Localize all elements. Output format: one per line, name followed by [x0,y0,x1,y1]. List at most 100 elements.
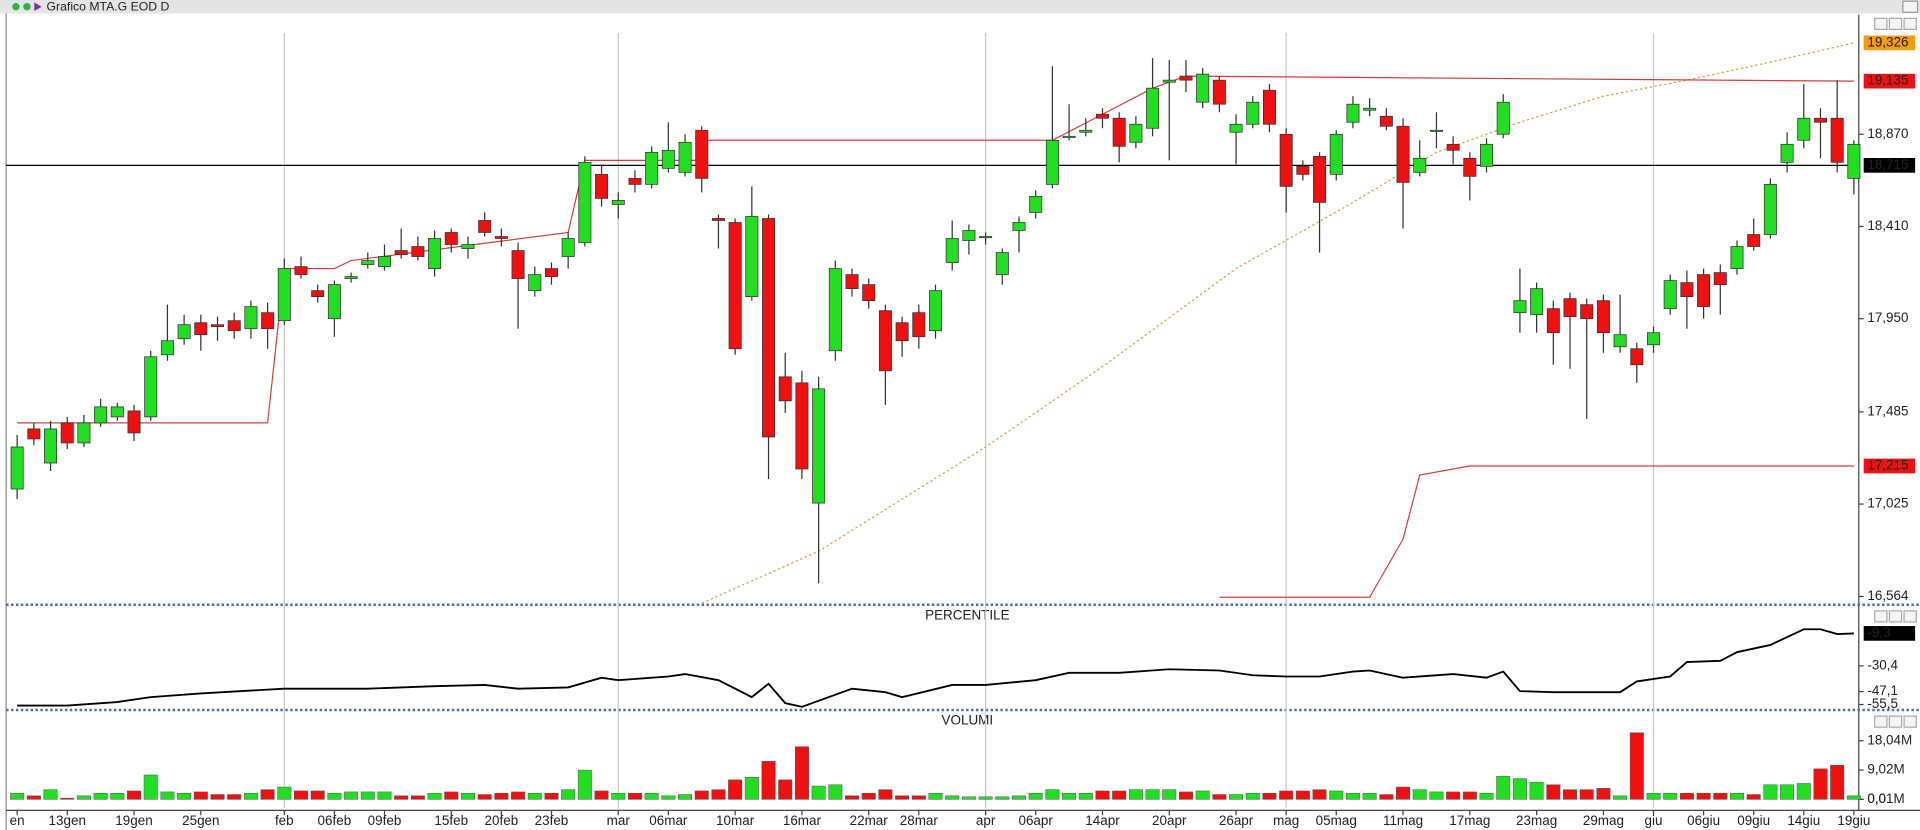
candle-body [1313,155,1327,203]
volume-bar [494,792,509,800]
candle-body [1630,348,1644,366]
candle-body [611,200,625,205]
volume-bar [861,792,876,800]
candle-body [1212,79,1226,105]
candle-body [1763,184,1777,235]
volume-bar [177,792,192,800]
candle-body [1112,117,1126,147]
candle-body [678,141,692,173]
candle-body [1446,143,1460,151]
candle-body [1146,87,1160,129]
y-tick-label: 0,01M [1867,791,1904,806]
volume-bar [811,785,826,800]
x-tick-label: 13gen [49,813,86,828]
x-tick-label: feb [275,813,294,828]
volume-bar [60,797,75,800]
volume-bar [1429,791,1444,800]
x-tick-label: 06apr [1018,813,1053,828]
x-tick-label: 10mar [716,813,755,828]
candle-body [1530,288,1544,316]
candle-body [645,151,659,185]
volume-bar [1763,784,1778,800]
candle-body [561,238,575,257]
x-tick-label: apr [976,813,996,828]
maximize-button[interactable] [1888,715,1903,728]
volume-bar [1780,784,1795,800]
candle-body [1647,332,1660,346]
volume-bar [511,791,526,800]
x-tick-label: 17mag [1449,813,1490,828]
x-tick-label: 23mag [1516,813,1557,828]
candle-body [762,218,776,438]
volume-bar [1312,789,1327,800]
minimize-button[interactable] [1874,715,1888,728]
volume-bar [377,791,392,800]
volume-bar [911,795,926,800]
volume-bar [1045,789,1060,800]
candle-body [294,266,308,275]
candle-body [912,312,926,338]
y-tick-label: 9,02M [1867,762,1904,777]
candle-body [1095,113,1109,119]
volume-bar [1846,795,1861,800]
close-button[interactable] [1903,17,1917,30]
maximize-button[interactable] [1888,17,1903,30]
candle-body [511,250,525,279]
candle-body [1680,282,1694,297]
volume-bar [1496,776,1511,800]
volume-bar [160,791,175,800]
volume-bar [10,792,25,800]
x-tick-label: 19gen [115,813,152,828]
candle-body [1246,101,1260,125]
candle-body [1396,125,1410,183]
candle-body [227,320,241,332]
volume-bar [1162,789,1177,800]
x-tick-label: 20apr [1152,813,1187,828]
x-tick-label: 09giu [1737,813,1770,828]
candle-body [277,268,291,322]
minimize-button[interactable] [1874,17,1888,30]
candle-body [1296,165,1310,175]
volume-bar [1462,791,1477,800]
x-tick-label: 23feb [535,813,569,828]
candle-body [595,173,609,199]
y-tick-label: 17,950 [1867,310,1908,325]
candle-body [1045,139,1059,185]
volume-bar [1529,781,1544,800]
value-label-box [1863,458,1916,474]
candle-body [812,388,826,504]
candle-body [962,230,976,241]
candle-body [27,428,41,440]
minimize-button[interactable] [1874,610,1888,623]
volume-bar [778,779,793,800]
x-tick-label: 26apr [1219,813,1254,828]
volume-bar [1579,789,1594,800]
volume-bar [143,774,158,800]
candle-body [211,324,225,328]
candle-body [127,410,141,434]
play-icon[interactable] [34,2,42,12]
close-button[interactable] [1903,715,1917,728]
volume-bar [845,795,860,800]
y-tick-label: 17,025 [1867,496,1908,511]
status-dot [23,3,31,11]
volume-bar [1379,794,1394,800]
x-tick-label: 05mag [1316,813,1357,828]
value-label-box [1863,157,1916,173]
volume-bar [561,789,576,800]
value-label: 17,215 [1867,458,1908,473]
volume-bar [294,790,308,800]
maximize-button[interactable] [1888,610,1903,623]
candle-body [411,246,425,257]
close-button[interactable] [1903,610,1917,623]
candle-body [1129,123,1143,143]
candle-body [1279,133,1293,187]
close-button[interactable] [1902,0,1919,13]
y-tick-label: 18,410 [1867,218,1908,233]
volume-bar [193,791,208,800]
candle-body [10,446,24,490]
candle-body [1012,222,1026,231]
candle-body [1580,304,1594,320]
value-label: -9,3 [1867,625,1890,640]
